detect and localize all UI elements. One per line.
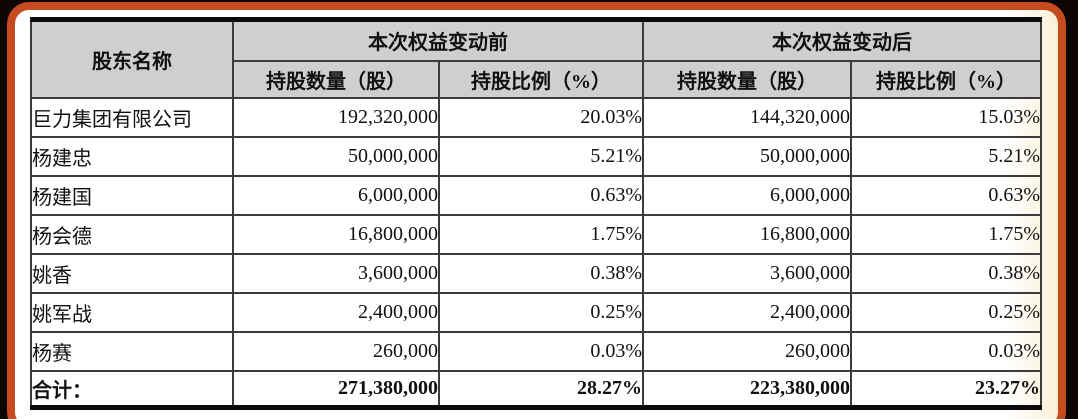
before-ratio-cell: 0.03%	[438, 330, 644, 372]
shareholding-change-table: 股东名称 本次权益变动前 本次权益变动后 持股数量（股） 持股比例（%） 持股数…	[30, 17, 1042, 410]
before-ratio-cell: 0.25%	[438, 291, 644, 333]
header-before-share-ratio: 持股比例（%）	[438, 59, 644, 99]
after-ratio-cell: 0.63%	[850, 174, 1042, 216]
before-count-cell: 50,000,000	[232, 135, 440, 177]
total-label-cell: 合计：	[30, 369, 234, 409]
total-before-ratio-cell: 28.27%	[438, 369, 644, 409]
shareholder-name-cell: 杨赛	[30, 330, 234, 372]
total-after-ratio-cell: 23.27%	[850, 369, 1042, 409]
after-count-cell: 6,000,000	[642, 174, 852, 216]
table-row: 姚军战 2,400,000 0.25% 2,400,000 0.25%	[30, 291, 1042, 333]
after-ratio-cell: 1.75%	[850, 213, 1042, 255]
shareholder-name-cell: 姚军战	[30, 291, 234, 333]
after-ratio-cell: 0.03%	[850, 330, 1042, 372]
before-ratio-cell: 5.21%	[438, 135, 644, 177]
shareholder-name-cell: 杨建忠	[30, 135, 234, 177]
after-count-cell: 260,000	[642, 330, 852, 372]
after-ratio-cell: 5.21%	[850, 135, 1042, 177]
total-before-count-cell: 271,380,000	[232, 369, 440, 409]
after-count-cell: 144,320,000	[642, 96, 852, 138]
after-ratio-cell: 0.38%	[850, 252, 1042, 294]
before-ratio-cell: 20.03%	[438, 96, 644, 138]
table-row: 杨会德 16,800,000 1.75% 16,800,000 1.75%	[30, 213, 1042, 255]
after-count-cell: 3,600,000	[642, 252, 852, 294]
after-count-cell: 50,000,000	[642, 135, 852, 177]
table-row: 杨赛 260,000 0.03% 260,000 0.03%	[30, 330, 1042, 372]
before-count-cell: 192,320,000	[232, 96, 440, 138]
header-row-groups: 股东名称 本次权益变动前 本次权益变动后	[30, 18, 1042, 99]
table-row: 杨建国 6,000,000 0.63% 6,000,000 0.63%	[30, 174, 1042, 216]
table-row: 巨力集团有限公司 192,320,000 20.03% 144,320,000 …	[30, 96, 1042, 138]
shareholder-name-cell: 巨力集团有限公司	[30, 96, 234, 138]
before-count-cell: 2,400,000	[232, 291, 440, 333]
after-count-cell: 16,800,000	[642, 213, 852, 255]
header-after-share-ratio: 持股比例（%）	[850, 59, 1042, 99]
before-count-cell: 16,800,000	[232, 213, 440, 255]
after-ratio-cell: 0.25%	[850, 291, 1042, 333]
header-after-change-group: 本次权益变动后	[642, 18, 1042, 62]
after-count-cell: 2,400,000	[642, 291, 852, 333]
header-shareholder-name: 股东名称	[30, 18, 234, 99]
before-count-cell: 260,000	[232, 330, 440, 372]
header-before-share-count: 持股数量（股）	[232, 59, 440, 99]
header-before-change-group: 本次权益变动前	[232, 18, 644, 62]
header-after-share-count: 持股数量（股）	[642, 59, 852, 99]
before-ratio-cell: 0.38%	[438, 252, 644, 294]
shareholder-name-cell: 姚香	[30, 252, 234, 294]
before-count-cell: 6,000,000	[232, 174, 440, 216]
header-row-subcolumns: 持股数量（股） 持股比例（%） 持股数量（股） 持股比例（%）	[31, 59, 1042, 99]
total-after-count-cell: 223,380,000	[642, 369, 852, 409]
shareholder-name-cell: 杨建国	[30, 174, 234, 216]
shareholder-name-cell: 杨会德	[30, 213, 234, 255]
before-ratio-cell: 0.63%	[438, 174, 644, 216]
total-row: 合计： 271,380,000 28.27% 223,380,000 23.27…	[30, 369, 1042, 409]
before-count-cell: 3,600,000	[232, 252, 440, 294]
before-ratio-cell: 1.75%	[438, 213, 644, 255]
table-row: 杨建忠 50,000,000 5.21% 50,000,000 5.21%	[30, 135, 1042, 177]
after-ratio-cell: 15.03%	[850, 96, 1042, 138]
table-row: 姚香 3,600,000 0.38% 3,600,000 0.38%	[30, 252, 1042, 294]
